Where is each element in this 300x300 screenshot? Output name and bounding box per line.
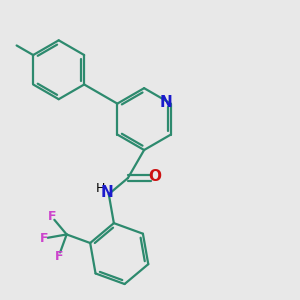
Text: N: N [160, 95, 173, 110]
Text: F: F [55, 250, 63, 262]
Text: F: F [40, 232, 48, 245]
Text: H: H [96, 182, 105, 195]
Text: O: O [148, 169, 161, 184]
Text: F: F [48, 210, 56, 224]
Text: N: N [101, 185, 114, 200]
